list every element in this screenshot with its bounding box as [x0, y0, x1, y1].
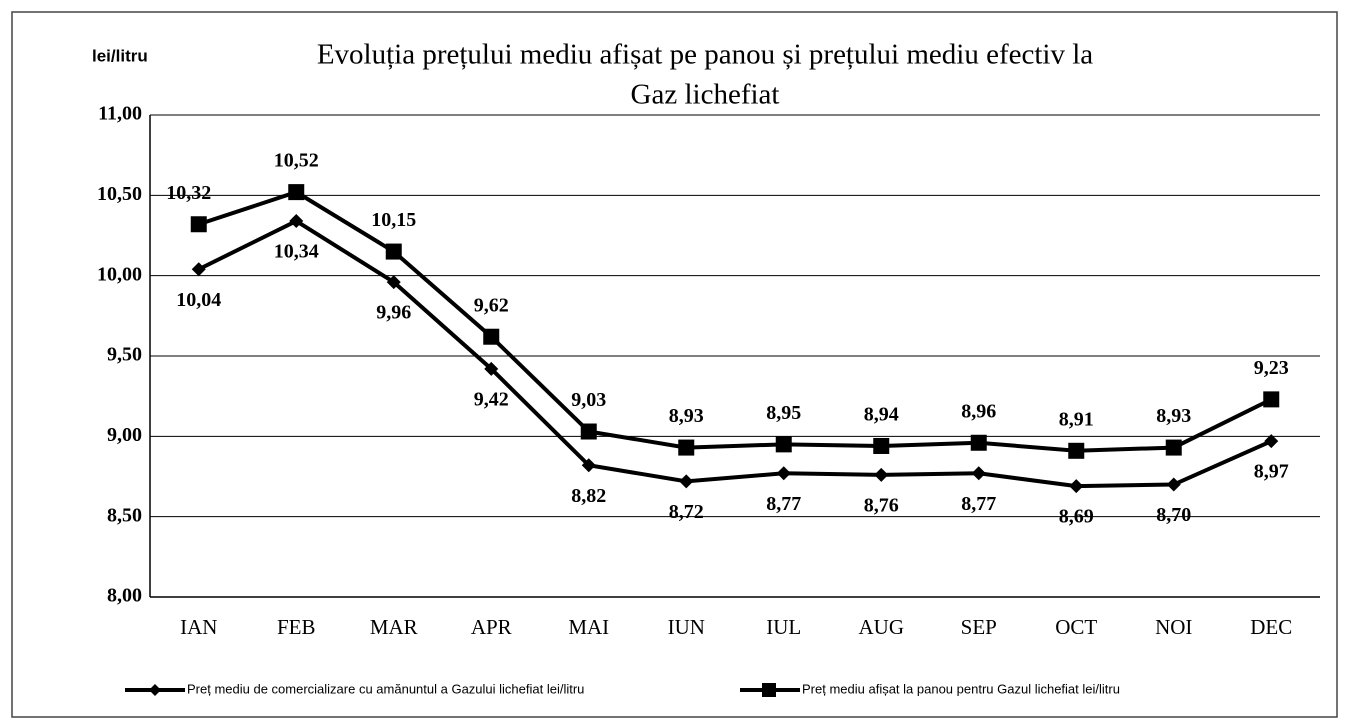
- y-tick-label: 8,00: [107, 585, 142, 607]
- value-label: 10,15: [371, 209, 416, 231]
- marker: [776, 466, 791, 481]
- x-tick-label: DEC: [1250, 615, 1292, 639]
- value-label: 8,94: [864, 404, 899, 426]
- marker: [191, 262, 206, 277]
- marker: [970, 434, 987, 451]
- value-label: 8,95: [766, 402, 801, 424]
- y-tick-label: 10,00: [97, 263, 142, 285]
- line: [198, 189, 1273, 453]
- value-label: 10,52: [274, 150, 319, 172]
- y-tick-label: 8,50: [107, 504, 142, 526]
- x-tick-label: IUL: [766, 615, 801, 639]
- marker: [1165, 439, 1182, 456]
- x-tick-label: IAN: [180, 615, 217, 639]
- value-label: 8,93: [669, 405, 704, 427]
- x-tick-label: NOI: [1155, 615, 1192, 639]
- chart-title: Gaz lichefiat: [631, 79, 780, 111]
- x-tick-label: AUG: [859, 615, 905, 639]
- value-label: 9,96: [376, 302, 411, 324]
- marker: [289, 214, 304, 229]
- y-axis-label: lei/litru: [92, 46, 148, 65]
- value-label: 10,34: [274, 241, 319, 263]
- x-tick-label: FEB: [277, 615, 316, 639]
- marker: [874, 467, 889, 482]
- marker: [1263, 391, 1280, 408]
- x-tick-label: IUN: [668, 615, 705, 639]
- marker: [1069, 479, 1084, 494]
- y-tick-label: 9,00: [107, 424, 142, 446]
- marker: [678, 439, 695, 456]
- marker: [385, 243, 402, 260]
- value-label: 8,77: [961, 493, 996, 515]
- y-tick-label: 10,50: [97, 183, 142, 205]
- value-label: 8,70: [1156, 504, 1191, 526]
- x-tick-label: APR: [471, 615, 512, 639]
- marker: [484, 361, 499, 376]
- legend-label: Preț mediu de comercializare cu amănuntu…: [187, 681, 584, 696]
- value-label: 9,42: [474, 388, 509, 410]
- x-tick-label: SEP: [961, 615, 997, 639]
- marker: [288, 184, 305, 201]
- marker: [1264, 434, 1279, 449]
- marker: [1166, 477, 1181, 492]
- value-label: 8,69: [1059, 506, 1094, 528]
- legend-marker: [149, 684, 161, 696]
- frame: [11, 11, 1338, 718]
- value-label: 10,32: [166, 182, 211, 204]
- value-label: 8,76: [864, 494, 899, 516]
- value-label: 8,96: [961, 400, 996, 422]
- marker: [580, 423, 597, 440]
- line: [197, 218, 1273, 489]
- marker: [483, 328, 500, 345]
- chart-title: Evoluția prețului mediu afișat pe panou …: [317, 39, 1093, 71]
- x-tick-label: MAI: [568, 615, 609, 639]
- marker: [190, 216, 207, 233]
- legend-marker: [762, 683, 776, 697]
- value-label: 8,77: [766, 493, 801, 515]
- y-tick-label: 11,00: [98, 103, 142, 125]
- value-label: 9,03: [571, 389, 606, 411]
- marker: [971, 466, 986, 481]
- value-label: 8,97: [1254, 461, 1289, 483]
- value-label: 10,04: [176, 289, 221, 311]
- marker: [581, 458, 596, 473]
- marker: [775, 436, 792, 453]
- x-tick-label: OCT: [1055, 615, 1097, 639]
- value-label: 8,93: [1156, 405, 1191, 427]
- x-tick-label: MAR: [370, 615, 418, 639]
- marker: [1068, 442, 1085, 459]
- y-tick-label: 9,50: [107, 344, 142, 366]
- value-label: 9,23: [1254, 357, 1289, 379]
- value-label: 9,62: [474, 294, 509, 316]
- value-label: 8,82: [571, 485, 606, 507]
- marker: [386, 275, 401, 290]
- marker: [679, 474, 694, 489]
- value-label: 8,91: [1059, 408, 1094, 430]
- value-label: 8,72: [669, 501, 704, 523]
- legend-label: Preț mediu afișat la panou pentru Gazul …: [802, 681, 1120, 696]
- marker: [873, 437, 890, 454]
